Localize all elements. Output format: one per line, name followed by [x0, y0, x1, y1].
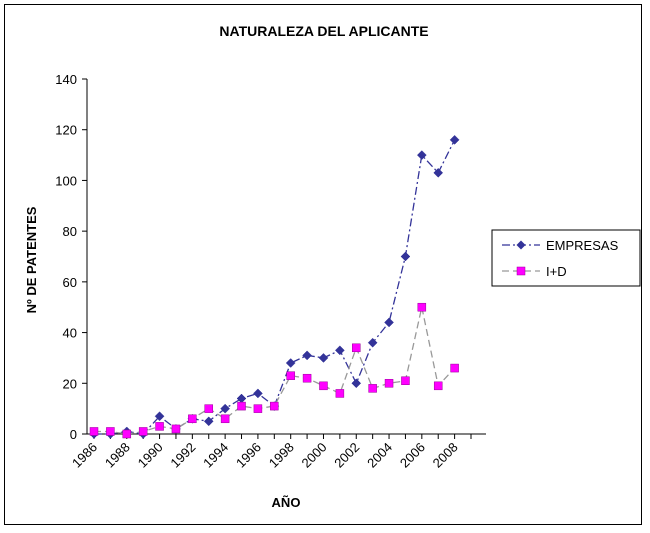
y-tick-label-120: 120 [55, 123, 77, 138]
legend-box [491, 229, 641, 287]
x-tick-label-1990: 1990 [135, 440, 166, 471]
point-i-d-1986 [89, 427, 99, 436]
series-line-empresas [94, 139, 456, 435]
x-tick-label-2002: 2002 [331, 440, 362, 471]
x-tick-label-1988: 1988 [102, 440, 133, 471]
chart-frame: NATURALEZA DEL APLICANTE 0 20 40 60 80 100 120… [4, 4, 642, 525]
point-empresas-2004 [384, 317, 394, 328]
y-tick-label-80: 80 [63, 224, 77, 239]
point-i-d-1999 [302, 373, 312, 383]
point-empresas-2008 [449, 135, 460, 145]
point-empresas-2005 [400, 251, 411, 262]
point-i-d-2008 [450, 363, 459, 373]
point-empresas-1995 [236, 393, 247, 404]
point-i-d-1987 [106, 427, 115, 436]
x-tick-label-2008: 2008 [430, 440, 461, 471]
x-tick-label-2004: 2004 [364, 440, 395, 471]
legend: EMPRESAS I+D [491, 229, 641, 287]
point-i-d-1988 [122, 429, 132, 439]
point-i-d-1993 [204, 404, 213, 413]
legend-label-empresas: EMPRESAS [546, 238, 619, 253]
point-i-d-2000 [319, 381, 328, 391]
point-i-d-1990 [155, 422, 164, 431]
point-i-d-2005 [401, 376, 410, 385]
y-tick-label-40: 40 [63, 326, 77, 341]
point-i-d-2001 [335, 389, 345, 398]
x-tick-label-1986: 1986 [69, 440, 100, 471]
legend-marker-empresas [516, 240, 526, 250]
point-i-d-2004 [384, 379, 394, 388]
x-tick-label-1996: 1996 [233, 440, 264, 471]
y-tick-label-100: 100 [55, 173, 77, 188]
point-i-d-1992 [188, 414, 197, 424]
point-i-d-1994 [220, 414, 230, 424]
series-layer [89, 135, 460, 439]
point-empresas-2002 [351, 378, 362, 389]
point-empresas-2007 [433, 167, 444, 178]
point-i-d-2006 [417, 302, 427, 312]
chart-svg: NATURALEZA DEL APLICANTE 0 20 40 60 80 100 120… [24, 23, 641, 510]
point-i-d-1998 [286, 371, 295, 380]
point-empresas-2003 [367, 337, 378, 348]
point-empresas-1999 [302, 350, 312, 361]
point-i-d-1996 [253, 404, 263, 413]
point-empresas-2001 [335, 345, 345, 356]
y-tick-label-0: 0 [70, 427, 77, 442]
y-tick-label-20: 20 [63, 376, 77, 391]
chart-title: NATURALEZA DEL APLICANTE [219, 23, 428, 39]
legend-marker-i-d [516, 266, 526, 276]
point-empresas-2000 [318, 353, 329, 363]
y-axis-title: Nº DE PATENTES [24, 206, 39, 313]
legend-label-i-d: I+D [546, 264, 567, 279]
point-empresas-2006 [416, 150, 427, 160]
point-empresas-1994 [220, 403, 230, 414]
x-axis-title: AÑO [272, 495, 301, 510]
point-i-d-1989 [138, 427, 148, 436]
y-tick-label-60: 60 [63, 275, 77, 290]
point-i-d-1995 [237, 401, 246, 411]
point-i-d-1991 [171, 424, 181, 434]
point-i-d-1997 [270, 401, 279, 411]
x-tick-label-2006: 2006 [397, 440, 428, 471]
series-line-i-d [94, 307, 456, 435]
point-i-d-2002 [352, 343, 361, 353]
x-tick-label-1994: 1994 [200, 440, 231, 471]
point-i-d-2003 [368, 384, 377, 393]
point-empresas-1996 [253, 388, 263, 399]
x-tick-label-1992: 1992 [167, 440, 198, 471]
point-empresas-1993 [203, 416, 214, 427]
y-tick-label-140: 140 [55, 72, 77, 87]
x-tick-label-1998: 1998 [266, 440, 297, 471]
x-tick-label-2000: 2000 [299, 440, 330, 471]
point-i-d-2007 [433, 381, 443, 391]
point-empresas-1998 [285, 358, 296, 368]
point-empresas-1990 [154, 411, 165, 422]
